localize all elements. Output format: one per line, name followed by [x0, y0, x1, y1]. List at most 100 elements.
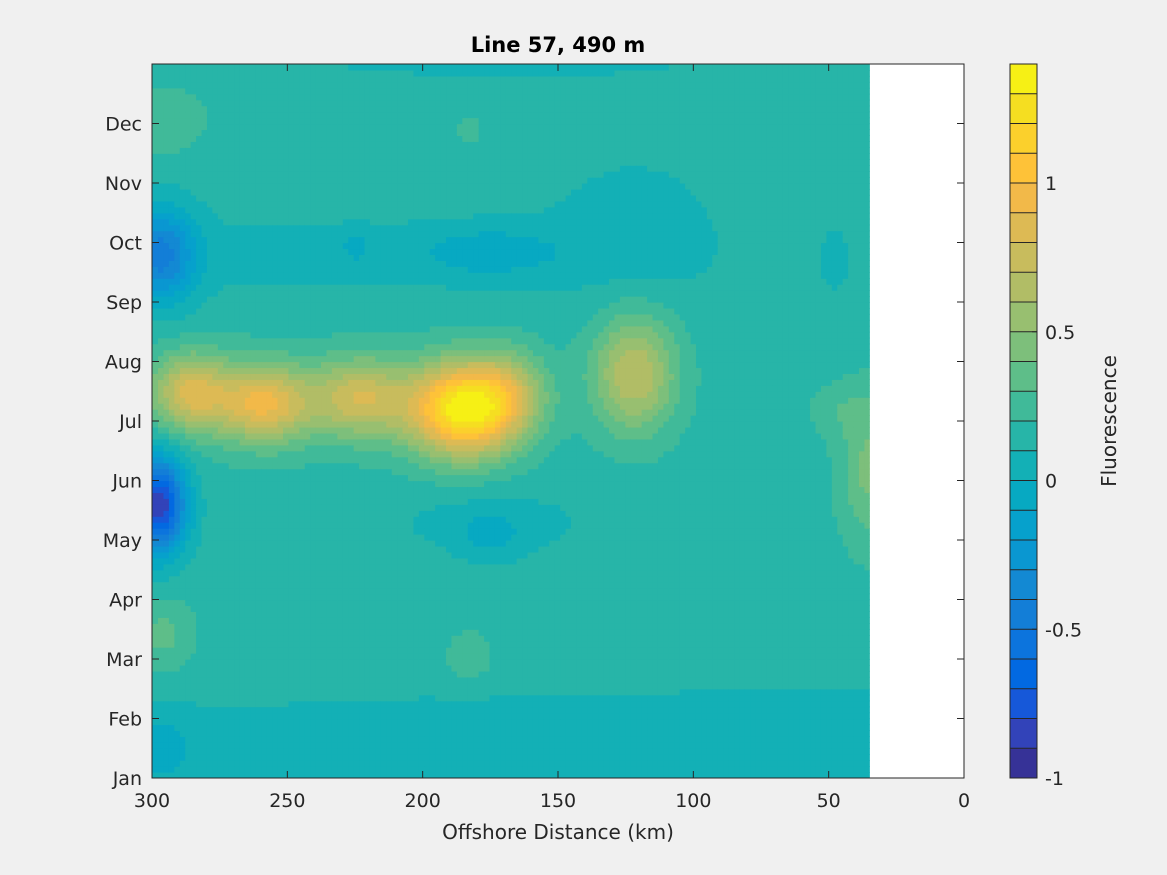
heatmap-cell	[755, 397, 762, 404]
heatmap-cell	[706, 248, 713, 255]
heatmap-cell	[847, 516, 854, 523]
heatmap-cell	[842, 284, 849, 291]
heatmap-cell	[646, 474, 653, 482]
heatmap-cell	[722, 141, 729, 148]
heatmap-cell	[863, 248, 870, 255]
heatmap-cell	[825, 617, 832, 624]
heatmap-cell	[787, 468, 794, 476]
heatmap-cell	[842, 653, 849, 660]
heatmap-cell	[717, 772, 724, 778]
heatmap-cell	[700, 325, 707, 333]
heatmap-cell	[760, 93, 767, 101]
heatmap-cell	[820, 165, 827, 172]
heatmap-cell	[809, 504, 816, 511]
heatmap-cell	[738, 242, 745, 250]
heatmap-cell	[744, 373, 751, 380]
heatmap-cell	[842, 742, 849, 749]
heatmap-cell	[863, 724, 870, 731]
heatmap-cell	[651, 694, 658, 702]
heatmap-cell	[722, 504, 729, 511]
heatmap-cell	[727, 629, 735, 636]
heatmap-cell	[836, 224, 843, 232]
heatmap-cell	[766, 290, 773, 297]
heatmap-cell	[847, 266, 854, 273]
heatmap-cell	[798, 730, 805, 737]
heatmap-cell	[651, 236, 658, 244]
heatmap-cell	[825, 254, 832, 261]
heatmap-cell	[717, 712, 724, 720]
heatmap-cell	[662, 188, 669, 196]
heatmap-cell	[727, 593, 735, 601]
heatmap-cell	[831, 349, 838, 357]
heatmap-cell	[679, 587, 686, 595]
heatmap-cell	[673, 557, 680, 565]
heatmap-cell	[744, 706, 751, 714]
heatmap-cell	[711, 302, 718, 309]
heatmap-cell	[852, 617, 859, 624]
heatmap-cell	[831, 486, 838, 493]
heatmap-cell	[727, 426, 735, 434]
heatmap-cell	[689, 486, 696, 493]
heatmap-cell	[766, 492, 773, 499]
heatmap-cell	[831, 373, 838, 380]
heatmap-cell	[679, 206, 686, 214]
heatmap-cell	[771, 87, 778, 95]
heatmap-cell	[733, 766, 740, 773]
heatmap-cell	[755, 492, 762, 499]
heatmap-cell	[814, 296, 821, 303]
heatmap-cell	[782, 177, 789, 184]
heatmap-cell	[657, 260, 664, 267]
heatmap-cell	[852, 266, 859, 273]
heatmap-cell	[842, 432, 849, 440]
heatmap-cell	[852, 670, 859, 678]
heatmap-cell	[749, 587, 756, 595]
heatmap-cell	[787, 194, 794, 202]
heatmap-cell	[820, 522, 827, 529]
heatmap-cell	[820, 670, 827, 678]
heatmap-cell	[733, 438, 740, 446]
heatmap-cell	[863, 99, 870, 107]
heatmap-cell	[771, 75, 778, 83]
heatmap-cell	[820, 81, 827, 89]
heatmap-cell	[776, 754, 783, 761]
heatmap-cell	[820, 248, 827, 255]
heatmap-cell	[711, 212, 718, 220]
heatmap-cell	[820, 468, 827, 476]
heatmap-cell	[711, 724, 718, 731]
heatmap-cell	[825, 754, 832, 761]
heatmap-cell	[689, 754, 696, 761]
heatmap-cell	[814, 599, 821, 607]
heatmap-cell	[684, 93, 691, 101]
heatmap-cell	[689, 254, 696, 261]
heatmap-cell	[641, 373, 648, 380]
heatmap-cell	[793, 361, 800, 369]
heatmap-cell	[809, 307, 816, 315]
heatmap-cell	[749, 397, 756, 404]
heatmap-cell	[814, 284, 821, 291]
heatmap-cell	[809, 480, 816, 488]
heatmap-cell	[679, 551, 686, 559]
heatmap-cell	[657, 403, 664, 410]
heatmap-cell	[820, 325, 827, 333]
heatmap-cell	[738, 617, 745, 624]
heatmap-cell	[804, 373, 811, 380]
heatmap-cell	[863, 415, 870, 422]
heatmap-cell	[641, 510, 648, 517]
heatmap-cell	[858, 492, 865, 499]
heatmap-cell	[722, 212, 729, 220]
heatmap-cell	[804, 563, 811, 571]
heatmap-cell	[744, 379, 751, 386]
heatmap-cell	[641, 331, 648, 339]
heatmap-cell	[668, 64, 675, 71]
heatmap-cell	[668, 391, 675, 398]
heatmap-cell	[651, 391, 658, 398]
heatmap-cell	[798, 641, 805, 648]
heatmap-cell	[798, 444, 805, 452]
heatmap-cell	[847, 498, 854, 505]
heatmap-cell	[782, 355, 789, 363]
heatmap-cell	[651, 373, 658, 380]
heatmap-cell	[755, 141, 762, 148]
heatmap-cell	[733, 391, 740, 398]
heatmap-cell	[749, 748, 756, 755]
heatmap-cell	[804, 331, 811, 339]
